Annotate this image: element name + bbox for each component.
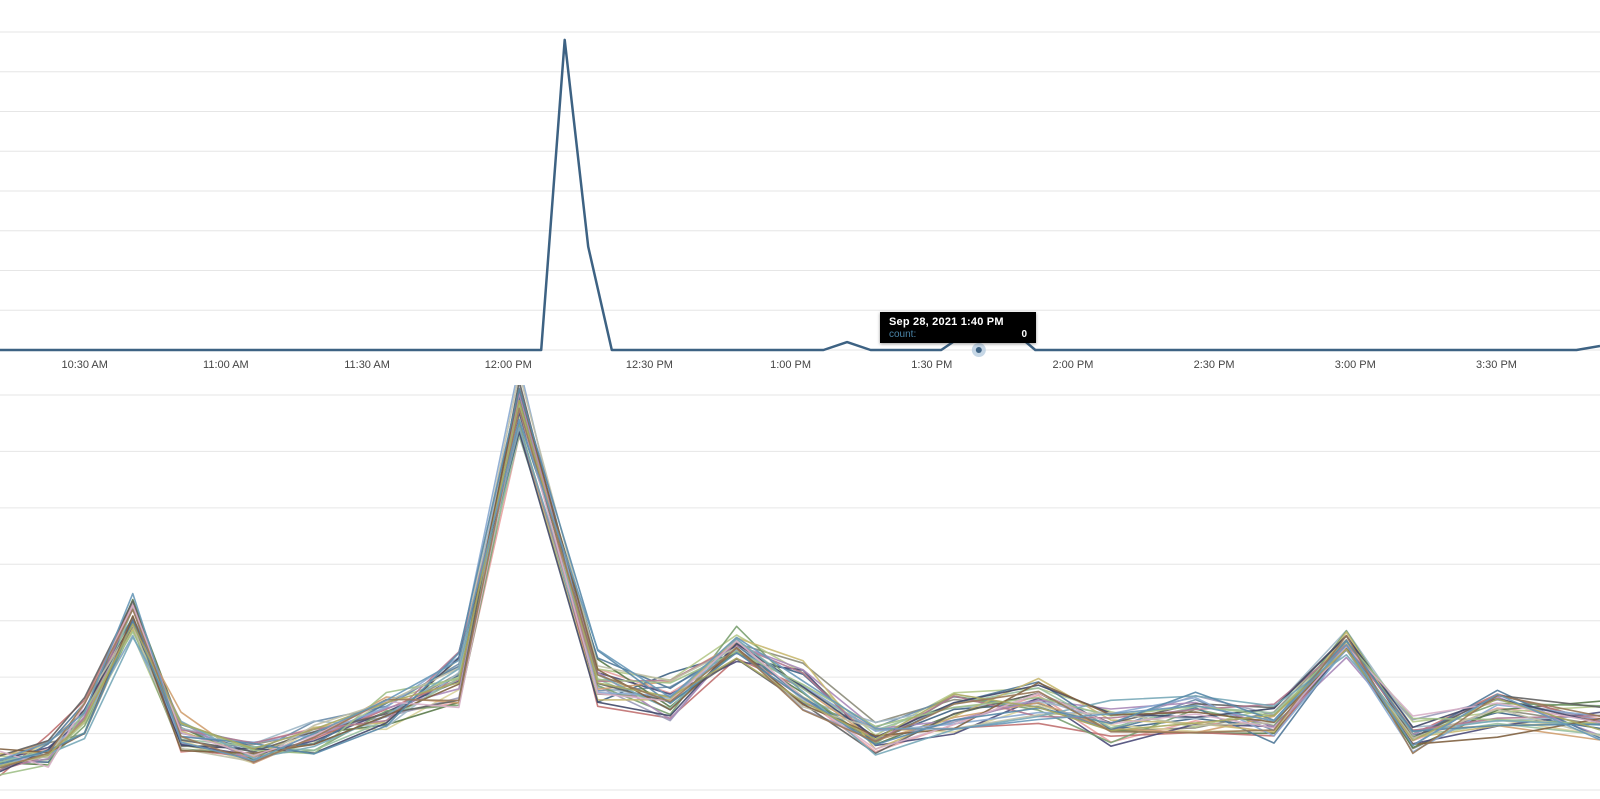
bottom-series-line <box>0 392 1600 769</box>
bottom-series-line <box>0 418 1600 762</box>
tooltip-timestamp: Sep 28, 2021 1:40 PM <box>889 316 1004 328</box>
bottom-series-line <box>0 423 1600 765</box>
top-x-tick-label: 3:00 PM <box>1335 359 1376 371</box>
bottom-series-line <box>0 399 1600 767</box>
top-x-tick-label: 11:00 AM <box>203 359 249 371</box>
bottom-series-line <box>0 404 1600 764</box>
bottom-series-line <box>0 392 1600 768</box>
bottom-series-line <box>0 431 1600 763</box>
top-x-tick-label: 1:00 PM <box>770 359 811 371</box>
bottom-series-line <box>0 385 1600 768</box>
top-series-line <box>0 38 1600 352</box>
top-x-tick-label: 2:00 PM <box>1052 359 1093 371</box>
bottom-series-line <box>0 400 1600 766</box>
bottom-series-line <box>0 385 1600 777</box>
bottom-series-line <box>0 434 1600 763</box>
top-chart-series <box>0 38 1600 352</box>
chart-tooltip: Sep 28, 2021 1:40 PM count: 0 <box>880 312 1036 343</box>
top-x-tick-label: 2:30 PM <box>1194 359 1235 371</box>
top-x-tick-label: 1:30 PM <box>911 359 952 371</box>
top-chart-gridlines <box>0 31 1600 351</box>
top-chart-x-axis-tick-labels: 10:30 AM 11:00 AM 11:30 AM 12:00 PM 12:30 PM… <box>61 359 1516 371</box>
bottom-series-line <box>0 427 1600 771</box>
bottom-series-line <box>0 426 1600 760</box>
hover-point <box>975 347 982 353</box>
top-x-tick-label: 11:30 AM <box>344 359 390 371</box>
top-x-tick-label: 12:30 PM <box>626 359 673 371</box>
tooltip-series-label: count: <box>889 329 917 340</box>
bottom-series-line <box>0 411 1600 771</box>
top-x-tick-label: 10:30 AM <box>61 359 107 371</box>
top-chart-hover-marker <box>971 343 986 357</box>
bottom-series-line <box>0 403 1600 776</box>
bottom-series-line <box>0 407 1600 768</box>
bottom-series-line <box>0 419 1600 772</box>
top-count-line-chart: 10:30 AM 11:00 AM 11:30 AM 12:00 PM 12:30 PM… <box>0 31 1600 371</box>
bottom-series-line <box>0 407 1600 769</box>
top-x-tick-label: 3:30 PM <box>1476 359 1517 371</box>
bottom-multi-series-line-chart <box>0 385 1600 791</box>
bottom-chart-gridlines <box>0 394 1600 791</box>
top-x-tick-label: 12:00 PM <box>485 359 532 371</box>
bottom-series-line <box>0 430 1600 773</box>
tooltip-value: 0 <box>1021 329 1027 340</box>
bottom-chart-series <box>0 385 1600 777</box>
